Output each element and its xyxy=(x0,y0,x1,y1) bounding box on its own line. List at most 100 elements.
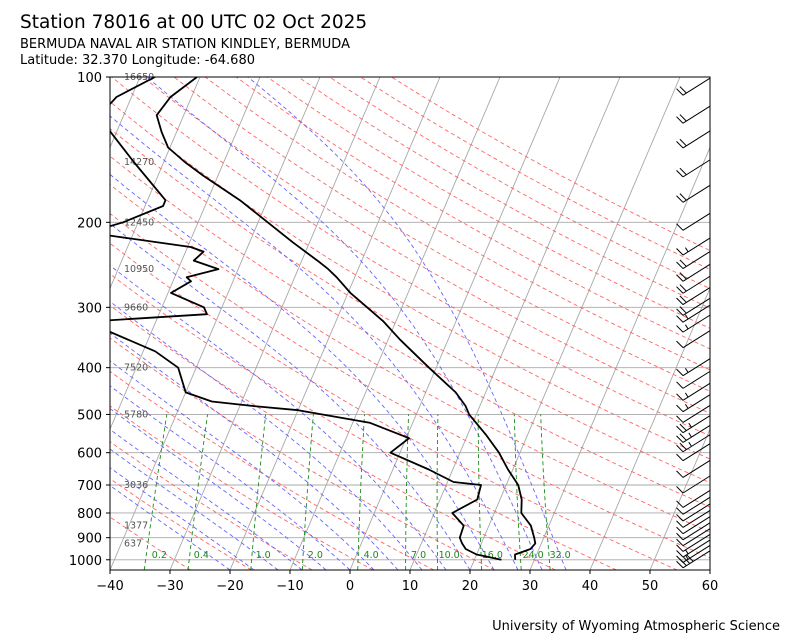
moist-adiabat-line xyxy=(110,332,399,570)
mixing-ratio-label: 1.0 xyxy=(256,550,271,561)
wind-barb-half-feather xyxy=(684,324,689,330)
wind-barb-feather xyxy=(676,507,684,515)
mixing-ratio-line xyxy=(143,414,168,570)
wind-barb-feather xyxy=(676,453,684,462)
x-tick-label: −30 xyxy=(156,579,183,594)
x-tick-label: −10 xyxy=(276,579,303,594)
wind-barb xyxy=(676,287,711,306)
dry-adiabat-line xyxy=(110,212,710,559)
x-tick-label: 50 xyxy=(642,579,659,594)
moist-adiabat-line xyxy=(146,77,543,570)
wind-barb-staff xyxy=(682,159,711,178)
wind-barb-staff xyxy=(682,405,711,423)
wind-barb-staff xyxy=(682,382,711,401)
height-label: 1377 xyxy=(124,521,148,532)
mixing-ratio-line xyxy=(436,414,439,570)
station-name: BERMUDA NAVAL AIR STATION KINDLEY, BERMU… xyxy=(20,37,350,52)
wind-barb xyxy=(676,415,711,434)
wind-barb-staff xyxy=(682,443,711,462)
wind-barb xyxy=(676,490,711,508)
wind-barb-feather xyxy=(676,520,684,528)
wind-barb-feather xyxy=(676,308,684,316)
moist-adiabat-line xyxy=(110,484,231,570)
mixing-ratio-line xyxy=(357,414,365,570)
x-tick-label: 20 xyxy=(462,579,479,594)
wind-barb xyxy=(676,251,711,269)
wind-barbs xyxy=(676,77,711,569)
wind-barb-feather xyxy=(679,306,687,314)
isotherm-line xyxy=(0,77,80,570)
wind-barb xyxy=(676,330,711,349)
dry-adiabat-line xyxy=(110,183,710,533)
y-tick-label: 400 xyxy=(77,362,102,377)
isotherm-line xyxy=(110,77,201,290)
wind-barb xyxy=(676,550,711,569)
moist-adiabat-line xyxy=(110,448,279,570)
isotherm-line xyxy=(649,427,710,570)
mixing-ratio-label: 16.0 xyxy=(482,550,503,561)
height-label: 7520 xyxy=(124,363,148,374)
wind-barb-feather xyxy=(679,138,687,147)
wind-barb-feather xyxy=(679,193,687,201)
wind-barb-feather xyxy=(676,544,684,552)
height-label: 3036 xyxy=(124,480,148,491)
wind-barb-half-feather xyxy=(688,441,692,447)
wind-barb-feather xyxy=(679,272,687,280)
wind-barb-feather xyxy=(676,248,684,256)
wind-barb-feather xyxy=(676,404,684,413)
wind-barb-feather xyxy=(676,550,684,558)
wind-barb xyxy=(676,304,711,323)
wind-barb-staff xyxy=(682,275,711,294)
wind-barb-feather xyxy=(676,368,684,377)
wind-barb-feather xyxy=(676,88,684,96)
isotherm-line xyxy=(709,568,710,570)
dry-adiabat-line xyxy=(266,77,710,329)
dry-adiabat-line xyxy=(173,77,710,392)
height-label: 637 xyxy=(124,538,142,549)
isotherm-line xyxy=(110,77,141,149)
wind-barb-staff xyxy=(682,415,711,434)
wind-barb xyxy=(676,237,711,256)
wind-barb-staff xyxy=(682,534,711,552)
y-tick-label: 700 xyxy=(77,479,102,494)
wind-barb xyxy=(676,382,711,401)
sounding-profiles xyxy=(110,77,537,561)
wind-barb-half-feather xyxy=(684,314,689,320)
isotherm-line xyxy=(0,77,20,570)
wind-barb-staff xyxy=(682,434,711,453)
wind-barb xyxy=(676,522,711,541)
wind-barb-feather xyxy=(676,297,684,305)
isotherm-line xyxy=(169,77,381,570)
x-tick-label: −20 xyxy=(216,579,243,594)
dry-adiabat-line xyxy=(110,304,556,570)
wind-barb-staff xyxy=(682,251,711,269)
wind-barb xyxy=(676,297,711,316)
wind-barb-staff xyxy=(682,370,711,389)
isotherm-line xyxy=(229,77,441,570)
chart-grid xyxy=(0,77,710,570)
wind-barb-feather xyxy=(676,470,684,478)
wind-barb xyxy=(676,275,711,294)
mixing-ratio-label: 4.0 xyxy=(364,550,379,561)
wind-barb-feather xyxy=(676,169,684,178)
y-tick-label: 600 xyxy=(77,447,102,462)
isotherm-line xyxy=(349,77,561,570)
wind-barb xyxy=(676,370,711,389)
wind-barb-feather xyxy=(679,114,687,122)
mixing-ratio-line xyxy=(301,414,314,570)
mixing-ratio-label: 0.2 xyxy=(152,550,167,561)
x-tick-label: 0 xyxy=(346,579,354,594)
mixing-ratio-line xyxy=(513,414,522,570)
wind-barb xyxy=(676,534,711,552)
height-label: 10950 xyxy=(124,264,154,275)
wind-barb-feather xyxy=(679,423,687,431)
wind-barb-feather xyxy=(676,425,684,434)
mixing-ratio-label: 24.0 xyxy=(523,550,544,561)
x-tick-label: −40 xyxy=(96,579,123,594)
wind-barb xyxy=(676,503,711,522)
moist-adiabat-line xyxy=(110,408,327,570)
wind-barb-staff xyxy=(682,287,711,306)
isotherm-line xyxy=(589,287,710,570)
isotherm-line xyxy=(529,146,710,570)
